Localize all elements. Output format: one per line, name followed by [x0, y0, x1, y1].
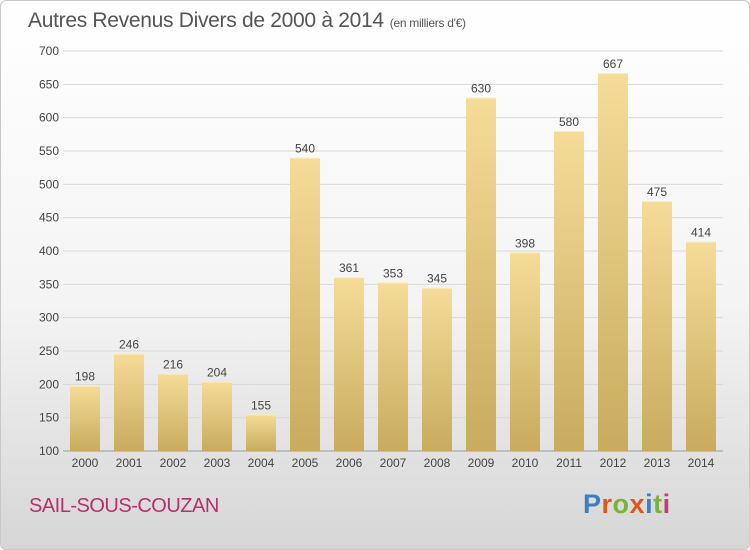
chart-title-text: Autres Revenus Divers de 2000 à 2014: [28, 9, 384, 32]
proxiti-logo: Proxiti: [583, 489, 671, 520]
bar: [290, 157, 320, 451]
y-tick-label: 250: [39, 344, 59, 358]
logo-letter: P: [583, 489, 602, 519]
bar-value-label: 246: [119, 338, 139, 352]
bar-value-label: 345: [427, 272, 447, 286]
y-tick-label: 300: [39, 311, 59, 325]
data-labels: 198 246 216 204 155 540 361 353 345 630 398 580 667 4…: [75, 57, 711, 412]
x-tick-label: 2003: [204, 456, 231, 470]
bar: [246, 414, 276, 451]
bar: [554, 131, 584, 451]
bar: [466, 97, 496, 452]
logo-letter: i: [662, 489, 671, 519]
chart-unit: (en milliers d'€): [389, 16, 466, 30]
bar-value-label: 580: [559, 115, 579, 129]
y-tick-label: 550: [39, 144, 59, 158]
y-tick-label: 350: [39, 277, 59, 291]
x-tick-label: 2011: [556, 456, 582, 470]
y-tick-label: 200: [39, 377, 59, 391]
logo-letter: r: [601, 489, 613, 519]
bar: [158, 373, 188, 451]
bar: [114, 353, 144, 451]
x-tick-label: 2013: [644, 456, 671, 470]
bar: [422, 287, 452, 451]
bar-value-label: 667: [603, 57, 623, 71]
x-tick-label: 2007: [380, 456, 407, 470]
bar-value-label: 353: [383, 266, 403, 280]
logo-letter: i: [645, 489, 654, 519]
x-tick-label: 2006: [336, 456, 363, 470]
bar-value-label: 540: [295, 142, 315, 156]
bar-value-label: 630: [471, 82, 491, 96]
bar-value-label: 155: [251, 398, 271, 412]
x-tick-label: 2005: [292, 456, 319, 470]
y-tick-label: 600: [39, 111, 59, 125]
place-name: SAIL-SOUS-COUZAN: [29, 495, 219, 517]
bar-value-label: 216: [163, 358, 183, 372]
bar-value-label: 475: [647, 185, 667, 199]
x-tick-label: 2014: [688, 456, 715, 470]
bar-value-label: 398: [515, 236, 535, 250]
y-tick-label: 150: [39, 411, 59, 425]
bar: [642, 201, 672, 451]
x-tick-label: 2001: [116, 456, 143, 470]
y-tick-label: 450: [39, 211, 59, 225]
y-tick-label: 700: [39, 44, 59, 58]
bar: [334, 277, 364, 451]
bars: [70, 73, 716, 452]
bar: [378, 282, 408, 451]
x-tick-label: 2008: [424, 456, 451, 470]
bar-value-label: 198: [75, 370, 95, 384]
bar: [202, 381, 232, 451]
bar-value-label: 204: [207, 366, 227, 380]
y-axis-labels: 100 150 200 250 300 350 400 450 500 550 600 650 700: [39, 44, 59, 458]
y-tick-label: 500: [39, 177, 59, 191]
x-axis-labels: 2000 2001 2002 2003 2004 2005 2006 2007 2008 2009…: [72, 456, 715, 470]
y-tick-label: 650: [39, 77, 59, 91]
x-tick-label: 2010: [512, 456, 539, 470]
logo-letter: o: [612, 489, 630, 519]
x-tick-label: 2012: [600, 456, 627, 470]
x-tick-label: 2009: [468, 456, 495, 470]
x-tick-label: 2002: [160, 456, 187, 470]
logo-letter: x: [629, 489, 646, 519]
bar: [598, 73, 628, 451]
x-tick-label: 2000: [72, 456, 99, 470]
bar-value-label: 414: [691, 226, 711, 240]
bar: [70, 385, 100, 451]
y-tick-label: 100: [39, 444, 59, 458]
bar: [510, 252, 540, 451]
chart-title: Autres Revenus Divers de 2000 à 2014 (en …: [28, 9, 466, 33]
bar-value-label: 361: [339, 261, 359, 275]
y-tick-label: 400: [39, 244, 59, 258]
logo-letter: t: [653, 489, 663, 519]
x-tick-label: 2004: [248, 456, 275, 470]
bar: [686, 241, 716, 451]
